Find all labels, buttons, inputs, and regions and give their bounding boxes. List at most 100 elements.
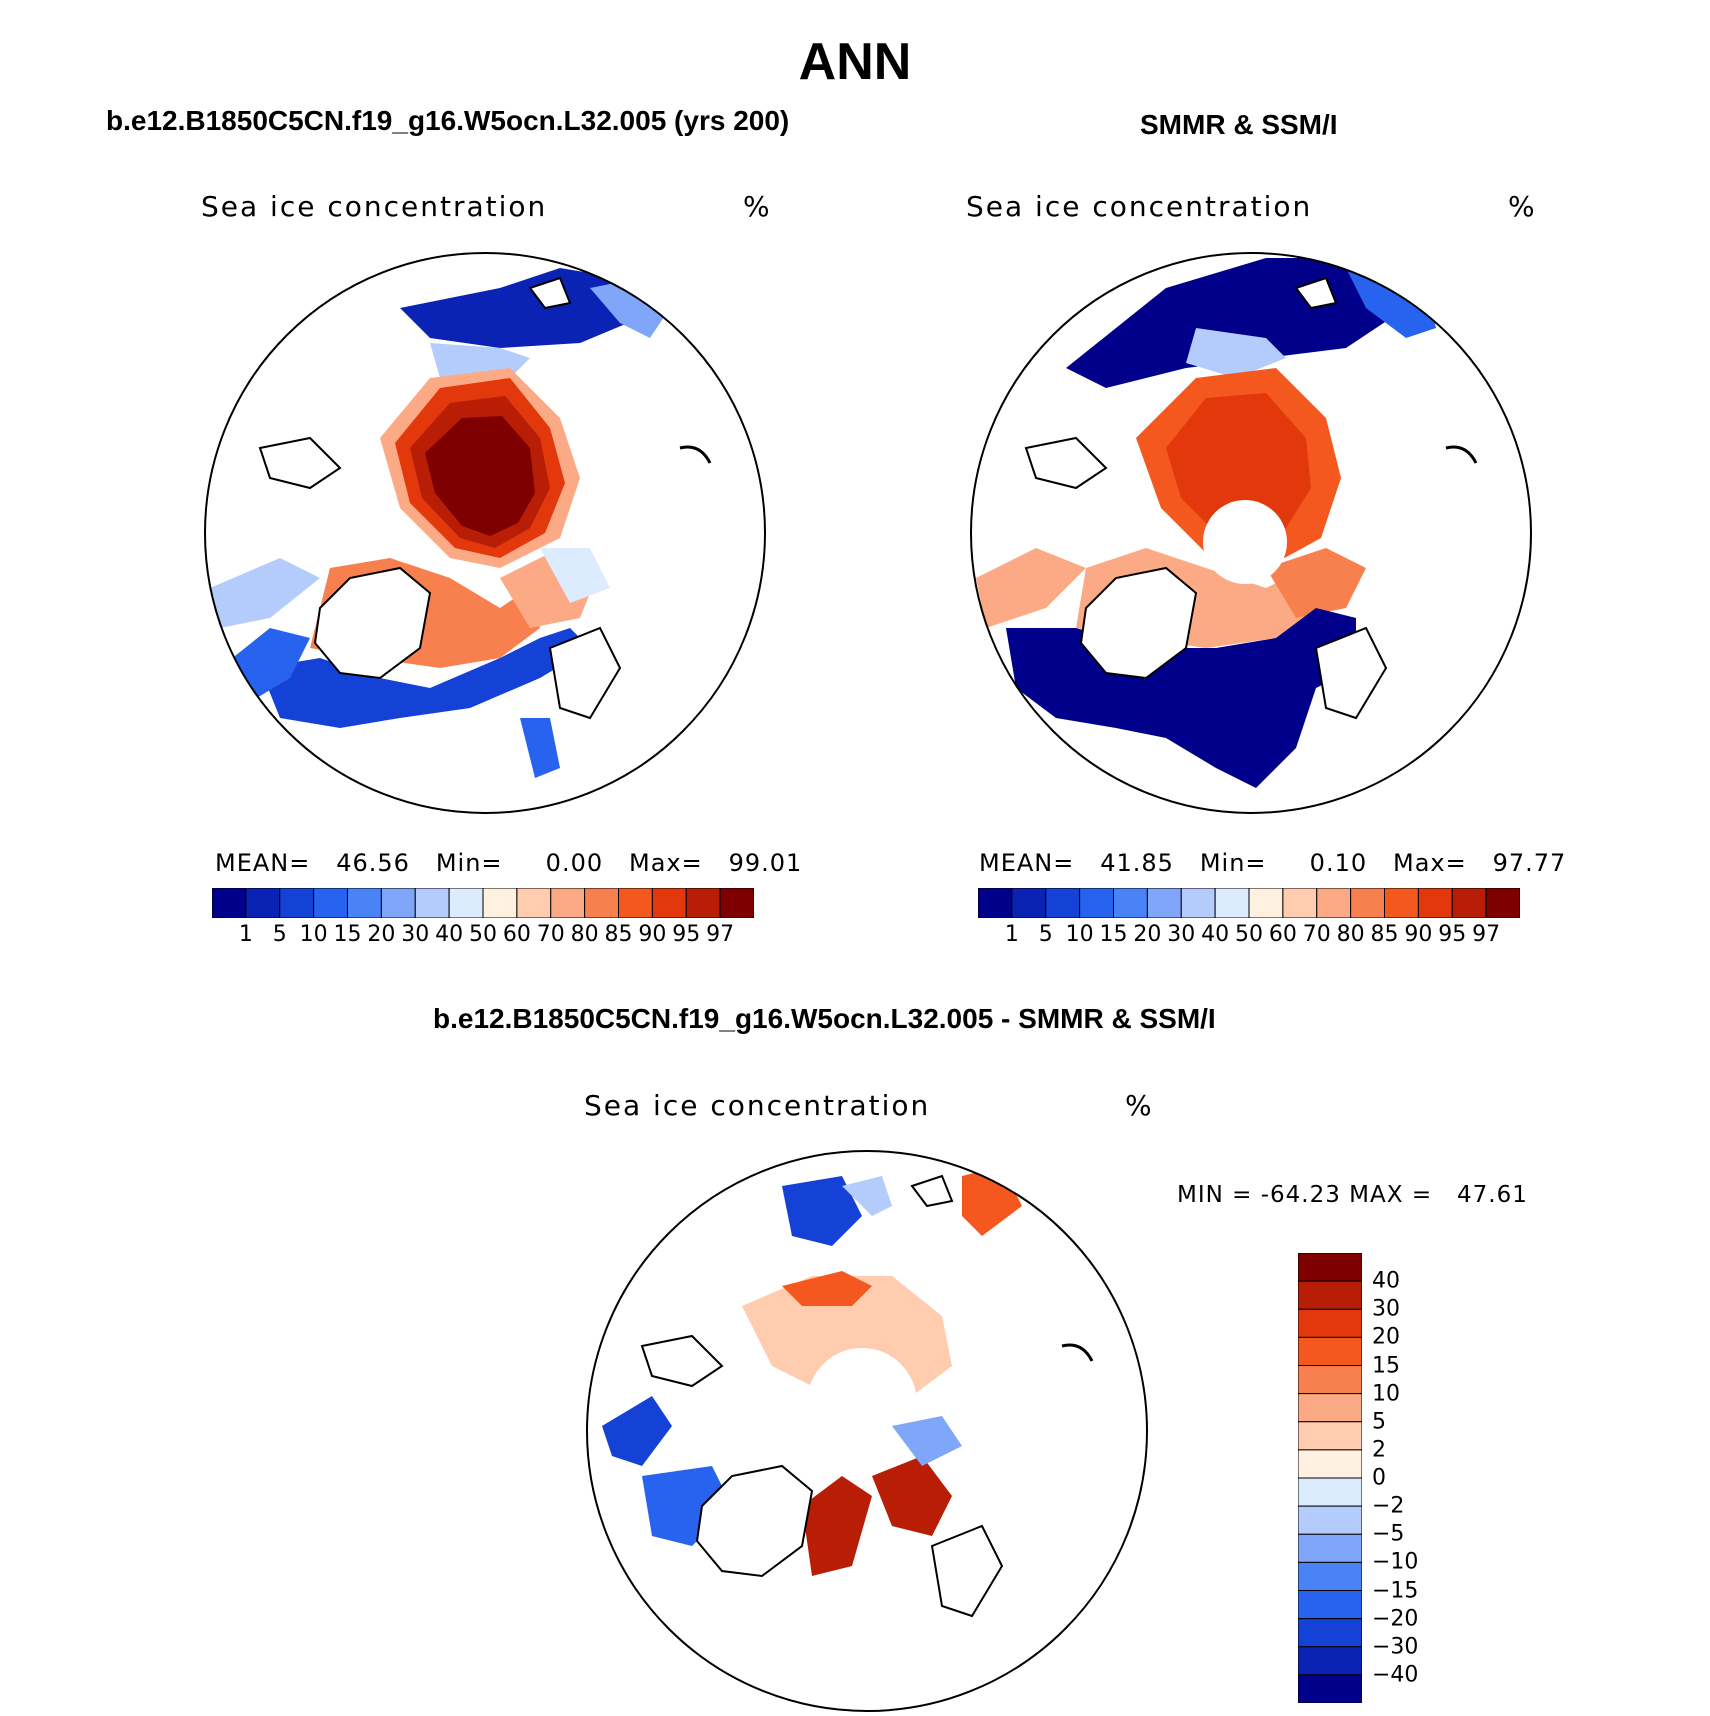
colorbar-model-tick-label: 90 — [638, 922, 667, 947]
colorbar-model-tick-label: 5 — [272, 922, 287, 947]
colorbar-obs-swatches — [978, 888, 1520, 918]
colorbar-diff-tick-label: −15 — [1372, 1578, 1419, 1603]
colorbar-model-swatch — [212, 888, 247, 918]
colorbar-model-tick-label: 97 — [706, 922, 735, 947]
colorbar-model-tick-label: 40 — [435, 922, 464, 947]
colorbar-obs-swatch — [1079, 888, 1115, 918]
field-label-obs: Sea ice concentration — [966, 190, 1313, 223]
colorbar-model-tick-label: 10 — [299, 922, 328, 947]
colorbar-model-swatch — [584, 888, 620, 918]
colorbar-diff-swatch — [1298, 1421, 1362, 1451]
colorbar-obs-tick-label: 90 — [1404, 922, 1433, 947]
colorbar-diff-swatch — [1298, 1561, 1362, 1592]
colorbar-model-swatch — [414, 888, 450, 918]
panel-title-obs: SMMR & SSM/I — [1140, 109, 1338, 140]
colorbar-diff — [1298, 1253, 1362, 1703]
colorbar-diff-tick-label: −40 — [1372, 1662, 1419, 1688]
colorbar-obs-swatch — [1011, 888, 1047, 918]
colorbar-model-tick-label: 15 — [333, 922, 362, 947]
colorbar-obs-swatch — [1146, 888, 1182, 918]
stats-model: MEAN= 46.56 Min= 0.00 Max= 99.01 — [215, 849, 803, 877]
panel-title-model: b.e12.B1850C5CN.f19_g16.W5ocn.L32.005 (y… — [106, 105, 790, 136]
colorbar-model-swatch — [347, 888, 382, 918]
colorbar-diff-swatch — [1298, 1674, 1362, 1703]
colorbar-model-swatch — [245, 888, 281, 918]
colorbar-diff-tick-label: −10 — [1372, 1549, 1419, 1575]
colorbar-diff-swatch — [1298, 1533, 1362, 1563]
units-diff: % — [1125, 1089, 1152, 1122]
colorbar-diff-swatch — [1298, 1336, 1362, 1367]
colorbar-model-swatch — [313, 888, 349, 918]
colorbar-model-swatch — [651, 888, 687, 918]
colorbar-model-swatch — [719, 888, 754, 918]
colorbar-diff-tick-label: −5 — [1372, 1521, 1405, 1547]
colorbar-obs-swatch — [1045, 888, 1081, 918]
map-model — [200, 248, 770, 818]
colorbar-obs-swatch — [1180, 888, 1216, 918]
map-diff — [582, 1146, 1152, 1716]
colorbar-model: 1 5 10 15 20 30 40 50 60 70 80 85 90 95 97 — [212, 888, 754, 952]
figure-title: ANN — [798, 33, 912, 91]
colorbar-obs-tick-label: 5 — [1038, 922, 1053, 947]
colorbar-diff-swatch — [1298, 1590, 1362, 1620]
colorbar-diff-tick-label: 15 — [1372, 1353, 1400, 1378]
colorbar-model-swatch — [516, 888, 552, 918]
colorbar-obs-tick-label: 1 — [1004, 922, 1019, 947]
colorbar-obs-tick-label: 97 — [1472, 922, 1501, 947]
colorbar-diff-labels: 40 30 20 15 10 5 2 0 −2 −5 −10 −15 −20 −30 −40 — [1372, 1253, 1432, 1703]
colorbar-diff-tick-label: −20 — [1372, 1606, 1419, 1632]
colorbar-diff-swatch — [1298, 1393, 1362, 1423]
colorbar-diff-tick-label: −2 — [1372, 1493, 1405, 1519]
units-obs: % — [1508, 190, 1535, 223]
colorbar-diff-swatch — [1298, 1280, 1362, 1310]
colorbar-obs-tick-label: 80 — [1336, 922, 1365, 947]
colorbar-diff-tick-label: −30 — [1372, 1634, 1419, 1660]
colorbar-obs: 1 5 10 15 20 30 40 50 60 70 80 85 90 95 97 — [978, 888, 1520, 952]
colorbar-model-swatch — [482, 888, 518, 918]
colorbar-obs-tick-label: 20 — [1133, 922, 1162, 947]
colorbar-obs-tick-label: 10 — [1065, 922, 1094, 947]
units-model: % — [743, 190, 770, 223]
colorbar-obs-swatch — [1248, 888, 1284, 918]
colorbar-obs-swatch — [1384, 888, 1419, 918]
colorbar-diff-tick-label: 2 — [1372, 1437, 1386, 1463]
colorbar-model-swatch — [618, 888, 653, 918]
colorbar-model-swatch — [448, 888, 484, 918]
colorbar-diff-tick-label: 5 — [1372, 1409, 1386, 1435]
colorbar-obs-tick-label: 95 — [1438, 922, 1467, 947]
colorbar-diff-swatch — [1298, 1253, 1362, 1282]
colorbar-obs-labels: 1 5 10 15 20 30 40 50 60 70 80 85 90 95 97 — [978, 922, 1520, 952]
colorbar-obs-swatch — [1214, 888, 1250, 918]
colorbar-obs-swatch — [1282, 888, 1318, 918]
colorbar-diff-tick-label: 10 — [1372, 1381, 1400, 1407]
colorbar-obs-tick-label: 15 — [1099, 922, 1128, 947]
colorbar-diff-swatch — [1298, 1618, 1362, 1648]
panel-title-diff: b.e12.B1850C5CN.f19_g16.W5ocn.L32.005 - … — [433, 1003, 1216, 1034]
colorbar-obs-swatch — [1350, 888, 1386, 918]
colorbar-obs-tick-label: 60 — [1268, 922, 1297, 947]
colorbar-diff-swatch — [1298, 1308, 1362, 1338]
colorbar-model-tick-label: 30 — [401, 922, 430, 947]
colorbar-diff-tick-label: 40 — [1372, 1268, 1400, 1294]
colorbar-obs-tick-label: 40 — [1201, 922, 1230, 947]
colorbar-model-labels: 1 5 10 15 20 30 40 50 60 70 80 85 90 95 97 — [212, 922, 754, 952]
colorbar-obs-swatch — [1316, 888, 1352, 918]
colorbar-obs-swatch — [1451, 888, 1487, 918]
colorbar-model-swatches — [212, 888, 754, 918]
colorbar-model-tick-label: 60 — [502, 922, 531, 947]
colorbar-model-tick-label: 80 — [570, 922, 599, 947]
colorbar-diff-swatch — [1298, 1477, 1362, 1507]
colorbar-model-swatch — [279, 888, 315, 918]
colorbar-obs-tick-label: 50 — [1235, 922, 1263, 947]
map-obs — [966, 248, 1536, 818]
colorbar-diff-swatch — [1298, 1505, 1362, 1535]
colorbar-model-tick-label: 1 — [238, 922, 253, 947]
colorbar-model-tick-label: 70 — [536, 922, 565, 947]
colorbar-diff-tick-label: 0 — [1372, 1465, 1386, 1491]
colorbar-diff-tick-label: 30 — [1372, 1296, 1400, 1322]
stats-diff: MIN = -64.23 MAX = 47.61 — [1177, 1182, 1528, 1208]
colorbar-obs-swatch — [1113, 888, 1148, 918]
colorbar-obs-tick-label: 70 — [1302, 922, 1331, 947]
colorbar-diff-swatches — [1298, 1253, 1362, 1703]
stats-obs: MEAN= 41.85 Min= 0.10 Max= 97.77 — [979, 849, 1567, 877]
